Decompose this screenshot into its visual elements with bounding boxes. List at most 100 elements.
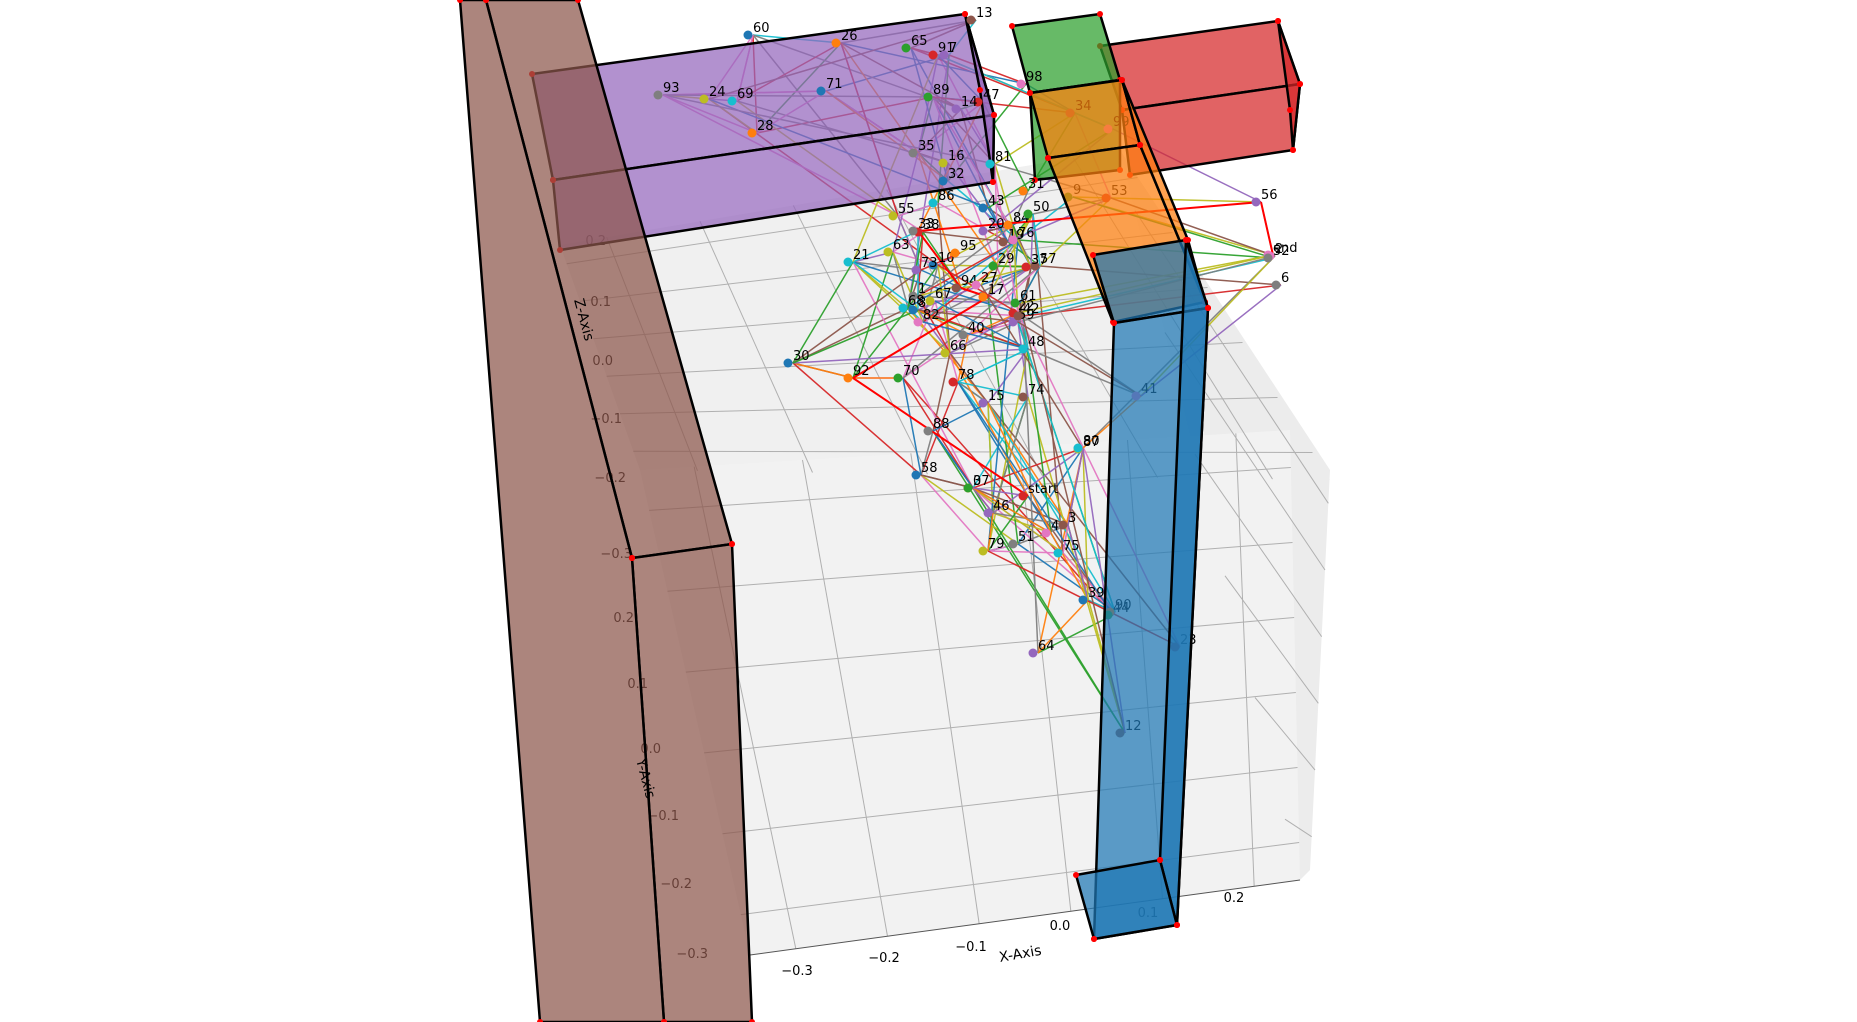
- graph-edge: [917, 239, 1019, 297]
- node-label: 81: [995, 150, 1012, 165]
- graph-edge: [957, 381, 1029, 398]
- node-label: 37: [973, 474, 990, 489]
- node-label: 3: [1068, 511, 1076, 526]
- floor-grid-y: [722, 767, 1298, 835]
- node-label: 98: [1026, 70, 1043, 85]
- graph-node: [831, 38, 841, 48]
- graph-edge: [987, 402, 1052, 534]
- right-grid-v: [1224, 575, 1319, 704]
- graph-edge: [949, 312, 1019, 354]
- graph-node: [1003, 220, 1013, 230]
- graph-node: [1018, 491, 1028, 501]
- graph-edge: [980, 284, 1084, 450]
- graph-node: [908, 148, 918, 158]
- node-label: 0: [973, 474, 981, 489]
- blue-box-corner: [1091, 936, 1097, 942]
- graph-node: [1018, 392, 1028, 402]
- node-label: 38: [923, 218, 940, 233]
- graph-edge: [972, 396, 1029, 489]
- floor-grid-y: [740, 842, 1300, 916]
- graph-node: [963, 483, 973, 493]
- graph-edge: [1022, 315, 1039, 654]
- node-label: 28: [757, 119, 774, 134]
- graph-node: [908, 305, 918, 315]
- graph-edge: [1019, 265, 1041, 304]
- graph-edge: [792, 362, 922, 476]
- graph-node: [1053, 548, 1063, 558]
- graph-edge: [957, 381, 1064, 554]
- blue-box: [1073, 237, 1211, 942]
- floor-grid-x: [1018, 446, 1072, 912]
- graph-edge: [987, 265, 999, 298]
- node-label: 1: [918, 282, 926, 297]
- graph-node: [843, 257, 853, 267]
- x-tick-label: 0.0: [1050, 919, 1071, 934]
- purple-box-corner: [991, 112, 997, 118]
- purple-box-corner: [990, 179, 996, 185]
- graph-node: [1030, 261, 1040, 271]
- graph-edge: [987, 266, 1032, 298]
- blue-box-face: [1074, 858, 1179, 941]
- node-label: 42: [1023, 302, 1040, 317]
- node-label: 10: [938, 251, 955, 266]
- graph-node: [1271, 280, 1281, 290]
- node-label: 76: [1018, 226, 1035, 241]
- graph-node: [1018, 344, 1028, 354]
- graph-node: [928, 50, 938, 60]
- graph-edge: [792, 309, 919, 364]
- floor-grid-x: [802, 459, 888, 937]
- node-label: 50: [1033, 200, 1050, 215]
- graph-node: [1010, 298, 1020, 308]
- path-edge: [1260, 201, 1274, 256]
- graph-node: [1041, 528, 1051, 538]
- graph-node: [908, 291, 918, 301]
- graph-node: [998, 237, 1008, 247]
- graph-node: [928, 260, 938, 270]
- path-edge: [917, 230, 962, 289]
- node-label: 88: [933, 417, 950, 432]
- brown-box-corner: [749, 1019, 755, 1022]
- node-label: 80: [1083, 434, 1100, 449]
- node-label: 87: [1083, 435, 1100, 450]
- brown-box-corner: [457, 0, 463, 3]
- graph-node: [1008, 317, 1018, 327]
- graph-edge: [1037, 599, 1089, 654]
- graph-edge: [972, 487, 1064, 554]
- node-label: 26: [841, 29, 858, 44]
- graph-edge: [792, 362, 854, 379]
- node-label: 58: [921, 461, 938, 476]
- graph-node: [940, 348, 950, 358]
- purple-box-corner: [962, 11, 968, 17]
- node-label: 13: [976, 6, 993, 21]
- graph-node: [1008, 235, 1018, 245]
- node-label: 31: [1028, 177, 1045, 192]
- node-label: 61: [1020, 289, 1037, 304]
- graph-node: [971, 280, 981, 290]
- graph-node: [743, 30, 753, 40]
- blue-box-corner: [1174, 922, 1180, 928]
- graph-edge: [852, 261, 1019, 314]
- node-label: 16: [948, 149, 965, 164]
- blue-box-corner: [1090, 252, 1096, 258]
- graph-edge: [967, 312, 1019, 336]
- node-label: 70: [903, 364, 920, 379]
- node-label: 32: [948, 167, 965, 182]
- node-label: 56: [1261, 188, 1278, 203]
- node-label: 75: [1063, 539, 1080, 554]
- node-label: 43: [988, 194, 1005, 209]
- graph-node: [1008, 539, 1018, 549]
- graph-edge: [987, 402, 1116, 613]
- node-label: 86: [938, 189, 955, 204]
- node-label: 82: [923, 308, 940, 323]
- graph-edge: [1017, 321, 1116, 613]
- graph-node: [988, 261, 998, 271]
- graph-node: [978, 226, 988, 236]
- brown-box-face: [458, 0, 666, 1022]
- graph-edge: [902, 377, 974, 489]
- graph-edge: [852, 261, 974, 489]
- graph-edge: [792, 269, 922, 364]
- blue-box-corner: [1183, 237, 1189, 243]
- brown-box-corner: [629, 555, 635, 561]
- node-label: 8: [918, 296, 926, 311]
- node-label: 29: [998, 252, 1015, 267]
